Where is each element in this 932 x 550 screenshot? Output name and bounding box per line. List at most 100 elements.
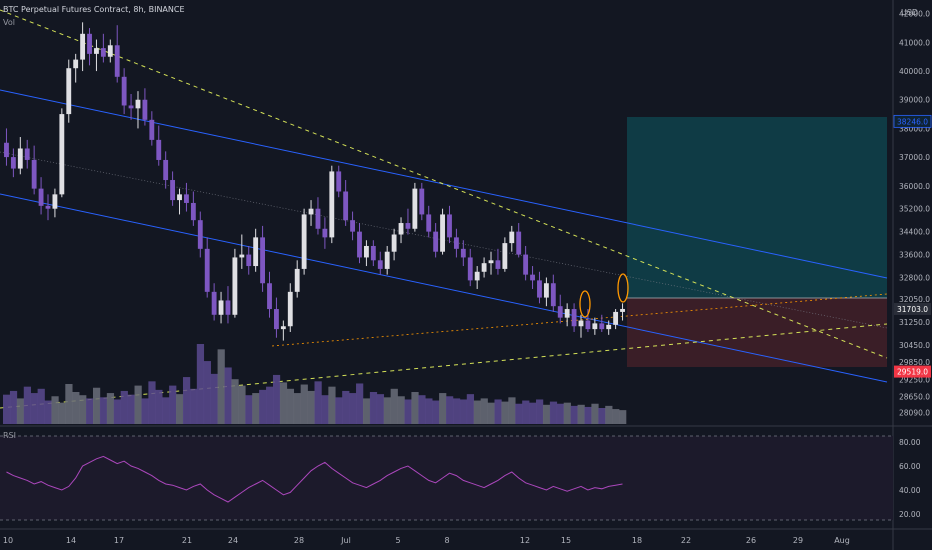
volume-bar (279, 382, 288, 424)
descending-trendline[interactable] (0, 9, 888, 359)
candle-body (606, 324, 612, 330)
time-axis[interactable]: 10 14 17 21 24 28 Jul 5 8 12 15 18 22 26 29 Aug (3, 536, 850, 545)
price-tick-label: 29850.0 (899, 358, 930, 367)
candle-body (204, 248, 210, 292)
volume-bar (300, 384, 308, 424)
volume-bar (501, 401, 509, 424)
candle-body (329, 171, 335, 238)
candle-body (571, 309, 577, 327)
volume-bar (418, 395, 426, 424)
volume-bar (120, 390, 128, 424)
price-axis[interactable]: 42000.0 41000.0 40000.0 39000.0 38000.0 37000… (899, 10, 930, 418)
time-tick-label: 24 (228, 536, 238, 545)
volume-bar (577, 404, 585, 424)
volume-bar (473, 400, 481, 424)
candle-body (287, 291, 293, 327)
price-tick-label: 28090.0 (899, 409, 930, 418)
stop-zone[interactable] (627, 298, 887, 367)
candle-body (73, 59, 79, 69)
volume-bar (439, 393, 447, 424)
candle-body (114, 45, 120, 77)
candle-body (530, 274, 535, 281)
volume-bar (58, 402, 66, 424)
candle-body (45, 205, 51, 209)
candle-body (592, 323, 598, 330)
currency-label: USD (901, 8, 919, 17)
time-tick-label: 12 (520, 536, 530, 545)
volume-bar (79, 395, 87, 424)
volume-bar (182, 377, 191, 424)
volume-bar (356, 383, 364, 424)
price-badge (894, 365, 931, 378)
candle-body (267, 283, 272, 310)
volume-bar (536, 399, 544, 424)
volume-bar (224, 367, 232, 424)
volume-bar (446, 396, 454, 424)
price-badge (893, 114, 932, 128)
volume-bar (411, 392, 419, 424)
volume-bar (217, 349, 225, 424)
volume-label: Vol (3, 18, 15, 27)
candle-body (170, 180, 176, 201)
volume-bar (16, 398, 25, 424)
candle-body (474, 271, 480, 281)
volume-bar (369, 392, 378, 424)
volume-bar (328, 386, 336, 424)
price-badge-label: 38246.0 (897, 117, 928, 126)
candle-body (190, 202, 196, 221)
channel-lower-line[interactable] (0, 193, 888, 383)
candlestick-series (4, 22, 625, 341)
price-tick-label: 37000.0 (899, 153, 930, 162)
target-zone[interactable] (627, 117, 887, 298)
candle-body (523, 254, 529, 275)
volume-bar (155, 389, 163, 424)
highlight-ellipse[interactable] (617, 273, 629, 303)
time-tick-label: Jul (340, 536, 351, 545)
price-tick-label: 42000.0 (899, 10, 930, 19)
candle-body (280, 326, 286, 330)
candle-body (405, 223, 411, 229)
volume-bar (494, 399, 502, 424)
candle-body (274, 309, 279, 330)
volume-bar (404, 399, 412, 424)
volume-bar (556, 403, 564, 424)
volume-bar (307, 390, 315, 424)
candle-body (232, 257, 238, 315)
price-tick-label: 35200.0 (899, 205, 930, 214)
time-tick-label: 18 (632, 536, 642, 545)
time-tick-label: 21 (182, 536, 192, 545)
volume-bar (106, 393, 115, 424)
candle-body (38, 188, 44, 206)
channel-mid-line[interactable] (0, 151, 888, 329)
candle-body (17, 148, 23, 169)
volume-bar (245, 395, 253, 424)
price-badges: 38246.0 31703.0 29519.0 (893, 114, 932, 378)
rsi-tick-label: 80.00 (899, 438, 921, 447)
candle-body (253, 237, 259, 267)
volume-bar (176, 394, 184, 424)
volume-bar (598, 408, 606, 424)
candle-body (433, 231, 439, 252)
volume-bar (203, 361, 211, 424)
volume-bar (480, 398, 488, 424)
price-tick-label: 38000.0 (899, 124, 930, 133)
highlight-ellipse[interactable] (579, 290, 591, 318)
volume-bar (570, 405, 578, 424)
candle-body (211, 291, 217, 315)
volume-bar (238, 385, 246, 424)
candle-body (460, 248, 466, 258)
volume-bar (321, 395, 329, 424)
volume-bar (522, 400, 530, 424)
volume-bar (252, 393, 260, 424)
candle-body (467, 257, 473, 281)
candle-body (322, 228, 328, 238)
candle-body (620, 308, 625, 312)
rsi-tick-label: 60.00 (899, 462, 921, 471)
volume-bar (383, 397, 391, 424)
channel-upper-line[interactable] (0, 89, 888, 279)
volume-bar (529, 402, 537, 424)
time-tick-label: 15 (561, 536, 571, 545)
volume-bar (612, 409, 620, 424)
price-tick-label: 39000.0 (899, 96, 930, 105)
